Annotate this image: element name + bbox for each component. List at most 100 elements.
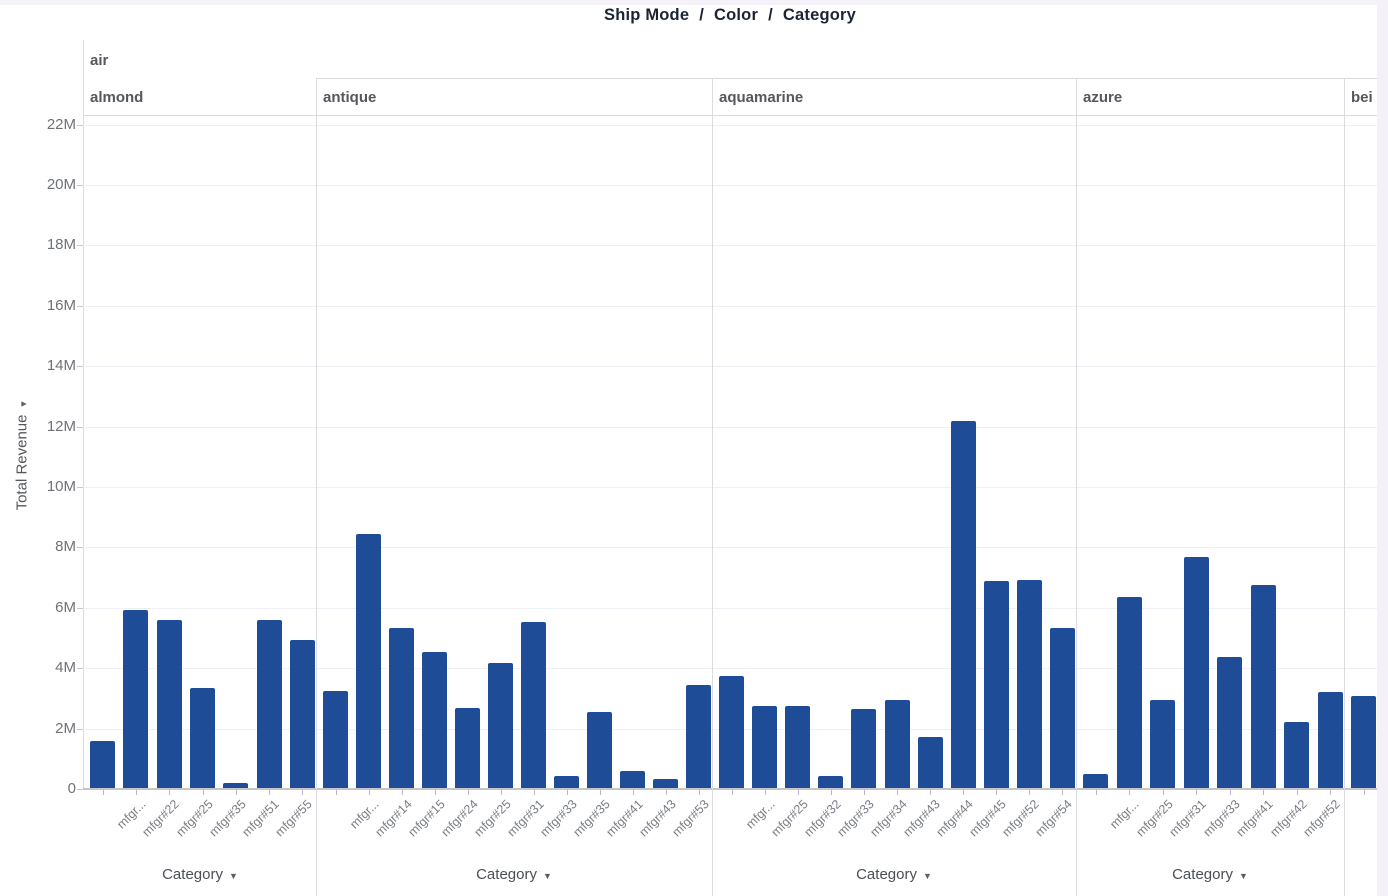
x-tick-mark (402, 790, 403, 795)
x-tick-mark (1029, 790, 1030, 795)
bar[interactable] (752, 706, 777, 788)
bar[interactable] (620, 771, 645, 788)
category-axis-dropdown[interactable]: Category ▼ (476, 866, 552, 883)
bar[interactable] (653, 779, 678, 788)
x-tick-mark (1196, 790, 1197, 795)
breadcrumb-separator: / (699, 5, 704, 24)
breadcrumb: Ship Mode / Color / Category (83, 4, 1377, 26)
bar[interactable] (1083, 774, 1108, 788)
bar[interactable] (918, 737, 943, 788)
bar[interactable] (785, 706, 810, 788)
y-tick-label: 0 (67, 780, 76, 797)
x-tick-mark (369, 790, 370, 795)
y-tick-mark (77, 245, 83, 246)
bar[interactable] (1251, 585, 1276, 788)
bar[interactable] (157, 620, 182, 788)
chevron-down-icon: ▼ (542, 870, 552, 881)
x-tick-mark (963, 790, 964, 795)
gridline (83, 306, 1377, 307)
y-tick-mark (77, 668, 83, 669)
gridline (83, 185, 1377, 186)
x-tick-mark (468, 790, 469, 795)
y-tick-label: 20M (46, 176, 76, 193)
gridline (83, 547, 1377, 548)
panel-separator (1076, 78, 1077, 896)
page-margin-top (0, 0, 1388, 5)
x-tick-mark (567, 790, 568, 795)
y-tick-label: 14M (46, 357, 76, 374)
bar[interactable] (1284, 722, 1309, 788)
y-tick-label: 6M (55, 599, 76, 616)
x-tick-mark (1163, 790, 1164, 795)
y-tick-label: 12M (46, 418, 76, 435)
bar[interactable] (356, 534, 381, 788)
column-facet-label: bei (1351, 89, 1373, 106)
panel-separator (1344, 78, 1345, 896)
chevron-down-icon: ▼ (922, 870, 932, 881)
x-tick-mark (798, 790, 799, 795)
x-tick-mark (765, 790, 766, 795)
bar[interactable] (290, 640, 315, 788)
x-tick-mark (501, 790, 502, 795)
bar[interactable] (1351, 696, 1376, 788)
bar[interactable] (554, 776, 579, 788)
bar[interactable] (521, 622, 546, 788)
x-tick-mark (269, 790, 270, 795)
bar[interactable] (951, 421, 976, 788)
x-tick-mark (534, 790, 535, 795)
bar[interactable] (818, 776, 843, 788)
x-tick-mark (831, 790, 832, 795)
x-tick-mark (600, 790, 601, 795)
category-axis-dropdown[interactable]: Category ▼ (1172, 866, 1248, 883)
y-tick-label: 4M (55, 659, 76, 676)
bar[interactable] (1017, 580, 1042, 788)
bar[interactable] (323, 691, 348, 788)
bar[interactable] (190, 688, 215, 788)
bar[interactable] (984, 581, 1009, 788)
column-facet-label: aquamarine (719, 89, 804, 106)
x-tick-mark (1263, 790, 1264, 795)
x-tick-mark (633, 790, 634, 795)
bar[interactable] (1117, 597, 1142, 788)
bar[interactable] (223, 783, 248, 788)
x-tick-mark (1062, 790, 1063, 795)
bar[interactable] (1318, 692, 1343, 788)
y-tick-mark (77, 729, 83, 730)
bar[interactable] (257, 620, 282, 788)
column-facet-label: antique (323, 89, 377, 106)
y-axis-line (83, 40, 84, 789)
bar[interactable] (1150, 700, 1175, 788)
y-tick-mark (77, 185, 83, 186)
x-tick-mark (103, 790, 104, 795)
x-axis-line (83, 788, 1377, 790)
bar[interactable] (587, 712, 612, 788)
category-axis-label: Category (1172, 866, 1233, 883)
breadcrumb-color: Color (714, 5, 759, 24)
breadcrumb-ship-mode: Ship Mode (603, 5, 690, 24)
bar[interactable] (885, 700, 910, 788)
category-axis-dropdown[interactable]: Category ▼ (162, 866, 238, 883)
bar[interactable] (851, 709, 876, 788)
column-facet-label: almond (90, 89, 144, 106)
bar[interactable] (686, 685, 711, 788)
bar[interactable] (422, 652, 447, 788)
x-tick-mark (996, 790, 997, 795)
bar[interactable] (1050, 628, 1075, 788)
row-facet-label: air (90, 52, 109, 69)
bar[interactable] (90, 741, 115, 788)
category-axis-label: Category (856, 866, 917, 883)
bar[interactable] (488, 663, 513, 788)
x-tick-mark (236, 790, 237, 795)
x-tick-mark (203, 790, 204, 795)
bar[interactable] (1184, 557, 1209, 788)
bar[interactable] (123, 610, 148, 788)
bar[interactable] (455, 708, 480, 788)
x-tick-mark (336, 790, 337, 795)
x-tick-mark (1364, 790, 1365, 795)
bar[interactable] (719, 676, 744, 788)
x-tick-mark (930, 790, 931, 795)
bar[interactable] (1217, 657, 1242, 788)
gridline (83, 487, 1377, 488)
category-axis-dropdown[interactable]: Category ▼ (856, 866, 932, 883)
bar[interactable] (389, 628, 414, 788)
